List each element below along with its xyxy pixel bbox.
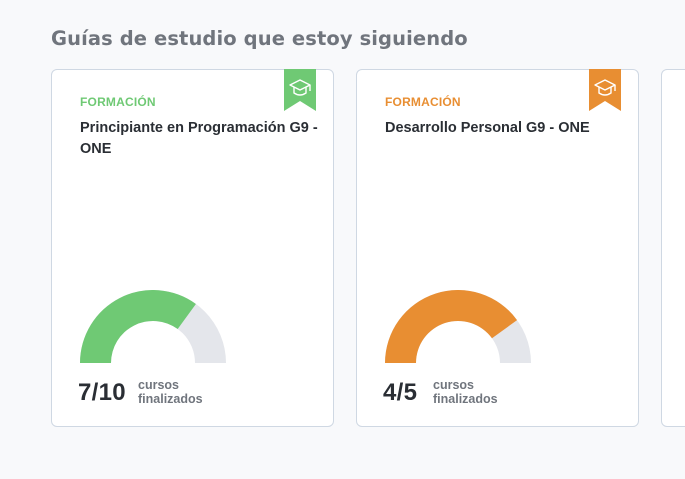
finished-label-line1: cursos (433, 378, 474, 392)
finished-label-line2: finalizados (433, 392, 498, 406)
finished-label: cursos finalizados (138, 378, 203, 406)
category-label: FORMACIÓN (80, 95, 156, 109)
study-guide-card[interactable]: FORMACIÓN Desarrollo Personal G9 - ONE 4… (356, 69, 639, 427)
finished-count: 4/5 (383, 379, 418, 406)
category-label: FORMACIÓN (385, 95, 461, 109)
category-ribbon (284, 69, 316, 111)
study-guide-card-partial[interactable] (661, 69, 685, 427)
graduation-cap-icon (289, 79, 311, 96)
finished-label-line1: cursos (138, 378, 179, 392)
guide-title[interactable]: Desarrollo Personal G9 - ONE (385, 120, 590, 136)
gauge-fill (80, 290, 196, 363)
study-guide-card[interactable]: FORMACIÓN Principiante en Programación G… (51, 69, 334, 427)
category-ribbon (589, 69, 621, 111)
progress-gauge (80, 290, 228, 365)
gauge-fill (385, 290, 518, 363)
graduation-cap-icon (594, 79, 616, 96)
section-title: Guías de estudio que estoy siguiendo (51, 27, 468, 50)
finished-label-line2: finalizados (138, 392, 203, 406)
guide-title[interactable]: Principiante en Programación G9 - ONE (80, 120, 318, 157)
study-guides-carousel: FORMACIÓN Principiante en Programación G… (51, 69, 685, 431)
finished-count: 7/10 (78, 379, 126, 406)
progress-gauge (385, 290, 533, 365)
finished-label: cursos finalizados (433, 378, 498, 406)
